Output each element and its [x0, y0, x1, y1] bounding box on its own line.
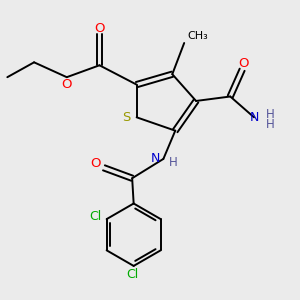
- Text: Cl: Cl: [89, 210, 101, 223]
- Text: N: N: [249, 111, 259, 124]
- Text: CH₃: CH₃: [187, 31, 208, 40]
- Text: O: O: [61, 78, 72, 91]
- Text: O: O: [94, 22, 105, 34]
- Text: O: O: [238, 57, 249, 70]
- Text: H: H: [266, 118, 275, 131]
- Text: H: H: [266, 108, 275, 121]
- Text: H: H: [169, 156, 177, 169]
- Text: Cl: Cl: [126, 268, 138, 281]
- Text: N: N: [150, 152, 160, 165]
- Text: O: O: [90, 157, 100, 170]
- Text: S: S: [122, 111, 130, 124]
